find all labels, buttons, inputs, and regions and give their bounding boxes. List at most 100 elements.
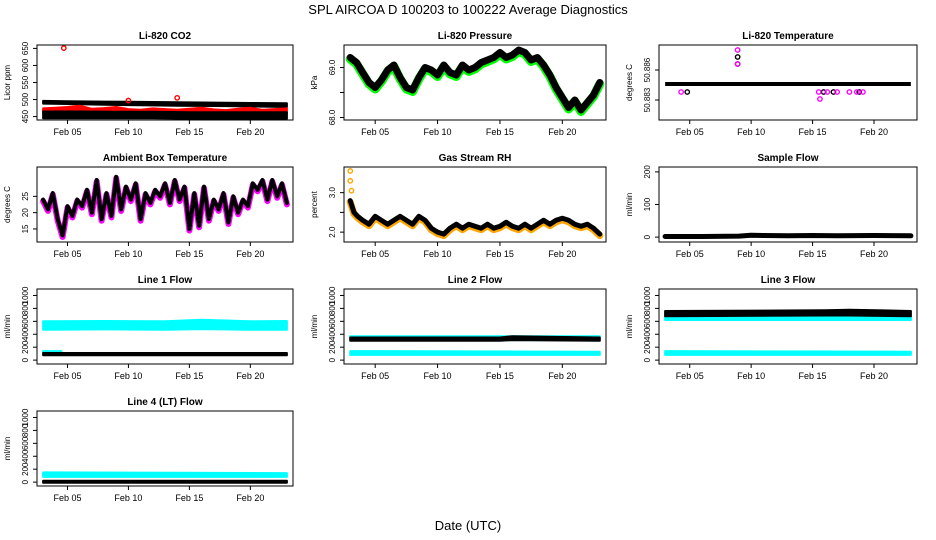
data-point xyxy=(846,89,853,95)
y-tick-label: 0 xyxy=(21,479,30,484)
series-cyan-low xyxy=(349,350,601,356)
x-tick-label: Feb 20 xyxy=(236,127,264,137)
series-lower xyxy=(42,110,288,120)
y-tick-label: 68.0 xyxy=(328,109,337,125)
series-sample xyxy=(662,232,914,239)
plot-area xyxy=(662,232,914,239)
band xyxy=(42,471,288,478)
panel-title: Li-820 Temperature xyxy=(742,31,834,42)
y-tick-label: 800 xyxy=(643,301,652,315)
y-tick-label: 200 xyxy=(328,340,337,354)
y-tick-label: 1000 xyxy=(643,286,652,304)
x-tick-label: Feb 05 xyxy=(676,249,704,259)
series-cyan-low xyxy=(664,350,912,356)
y-tick-label: 1000 xyxy=(21,286,30,304)
x-tick-label: Feb 20 xyxy=(236,493,264,503)
plot-area xyxy=(42,45,288,120)
panel-title: Line 2 Flow xyxy=(448,275,503,286)
x-tick-label: Feb 20 xyxy=(860,249,888,259)
series-upper xyxy=(42,99,288,108)
x-tick-label: Feb 20 xyxy=(236,249,264,259)
panel-rh: Gas Stream RH percent Feb 05 Feb 10 Feb 15 Fe… xyxy=(310,153,607,259)
y-tick-label: 600 xyxy=(643,314,652,328)
x-tick-label: Feb 05 xyxy=(53,371,81,381)
x-tick-label: Feb 10 xyxy=(424,127,452,137)
series-line xyxy=(347,198,603,237)
x-tick-label: Feb 05 xyxy=(361,127,389,137)
plot-area xyxy=(345,46,605,116)
y-tick-label: 800 xyxy=(21,301,30,315)
series-pressure xyxy=(345,46,605,116)
data-point xyxy=(125,97,132,104)
y-axis-label: ml/min xyxy=(3,315,12,339)
band xyxy=(42,110,288,120)
plot-area xyxy=(665,47,911,102)
x-tick-label: Feb 15 xyxy=(799,249,827,259)
data-point xyxy=(678,89,685,95)
y-tick-label: 200 xyxy=(643,165,652,179)
y-tick-label: 1000 xyxy=(328,286,337,304)
y-tick-label: 200 xyxy=(21,340,30,354)
data-point xyxy=(684,89,691,95)
y-tick-label: 3.0 xyxy=(328,187,337,199)
plot-area xyxy=(42,471,288,484)
x-tick-label: Feb 05 xyxy=(361,371,389,381)
series-black xyxy=(42,352,288,357)
x-tick-label: Feb 20 xyxy=(548,249,576,259)
y-tick-label: 800 xyxy=(328,301,337,315)
plot-frame xyxy=(343,166,607,243)
panel-line3: Line 3 Flow ml/min Feb 05 Feb 10 Feb 15 Feb 2… xyxy=(625,275,918,381)
x-tick-label: Feb 15 xyxy=(486,249,514,259)
panel-line4: Line 4 (LT) Flow ml/min Feb 05 Feb 10 Feb 15… xyxy=(3,397,294,503)
series-spikes xyxy=(347,168,355,194)
panel-ambient: Ambient Box Temperature degrees C Feb 05 Fe… xyxy=(3,153,294,259)
x-tick-label: Feb 05 xyxy=(53,493,81,503)
x-tick-label: Feb 15 xyxy=(486,371,514,381)
plot-frame xyxy=(36,166,294,243)
x-tick-label: Feb 10 xyxy=(737,249,765,259)
data-point xyxy=(815,89,822,95)
series-line xyxy=(662,232,914,239)
x-tick-label: Feb 15 xyxy=(175,493,203,503)
y-tick-label: 25 xyxy=(21,191,30,200)
y-tick-label: 1000 xyxy=(21,408,30,426)
y-tick-label: 400 xyxy=(328,327,337,341)
series-rh xyxy=(346,198,604,240)
y-axis-label: degrees C xyxy=(3,186,12,223)
plot-frame xyxy=(36,410,294,487)
data-point xyxy=(348,187,355,194)
series-line xyxy=(346,46,604,114)
data-point xyxy=(734,47,741,53)
x-tick-label: Feb 20 xyxy=(548,127,576,137)
panel-pressure: Li-820 Pressure kPa Feb 05 Feb 10 Feb 15 Feb … xyxy=(310,31,607,137)
x-tick-label: Feb 15 xyxy=(486,127,514,137)
x-tick-label: Feb 20 xyxy=(860,127,888,137)
y-tick-label: 20 xyxy=(21,208,30,217)
y-tick-label: 600 xyxy=(21,58,30,72)
y-tick-label: 0 xyxy=(328,357,337,362)
plot-area xyxy=(664,308,912,356)
x-tick-label: Feb 20 xyxy=(236,371,264,381)
plot-frame xyxy=(658,166,918,243)
band xyxy=(42,352,288,357)
y-axis-label: ml/min xyxy=(625,315,634,339)
footer-xlabel: Date (UTC) xyxy=(435,518,501,533)
y-tick-label: 200 xyxy=(21,462,30,476)
x-tick-label: Feb 20 xyxy=(548,371,576,381)
panel-title: Ambient Box Temperature xyxy=(103,153,228,164)
y-tick-label: 600 xyxy=(21,314,30,328)
series-black xyxy=(664,308,912,318)
x-tick-label: Feb 15 xyxy=(799,127,827,137)
x-tick-label: Feb 10 xyxy=(114,127,142,137)
series-cyan xyxy=(42,471,288,478)
y-tick-label: 15 xyxy=(21,224,30,233)
x-tick-label: Feb 15 xyxy=(799,371,827,381)
y-axis-label: ml/min xyxy=(625,193,634,217)
series-black xyxy=(42,479,288,484)
plot-frame xyxy=(36,288,294,365)
band xyxy=(349,335,601,342)
data-point xyxy=(860,89,866,95)
series-black xyxy=(349,335,601,342)
y-axis-label: kPa xyxy=(310,75,319,89)
